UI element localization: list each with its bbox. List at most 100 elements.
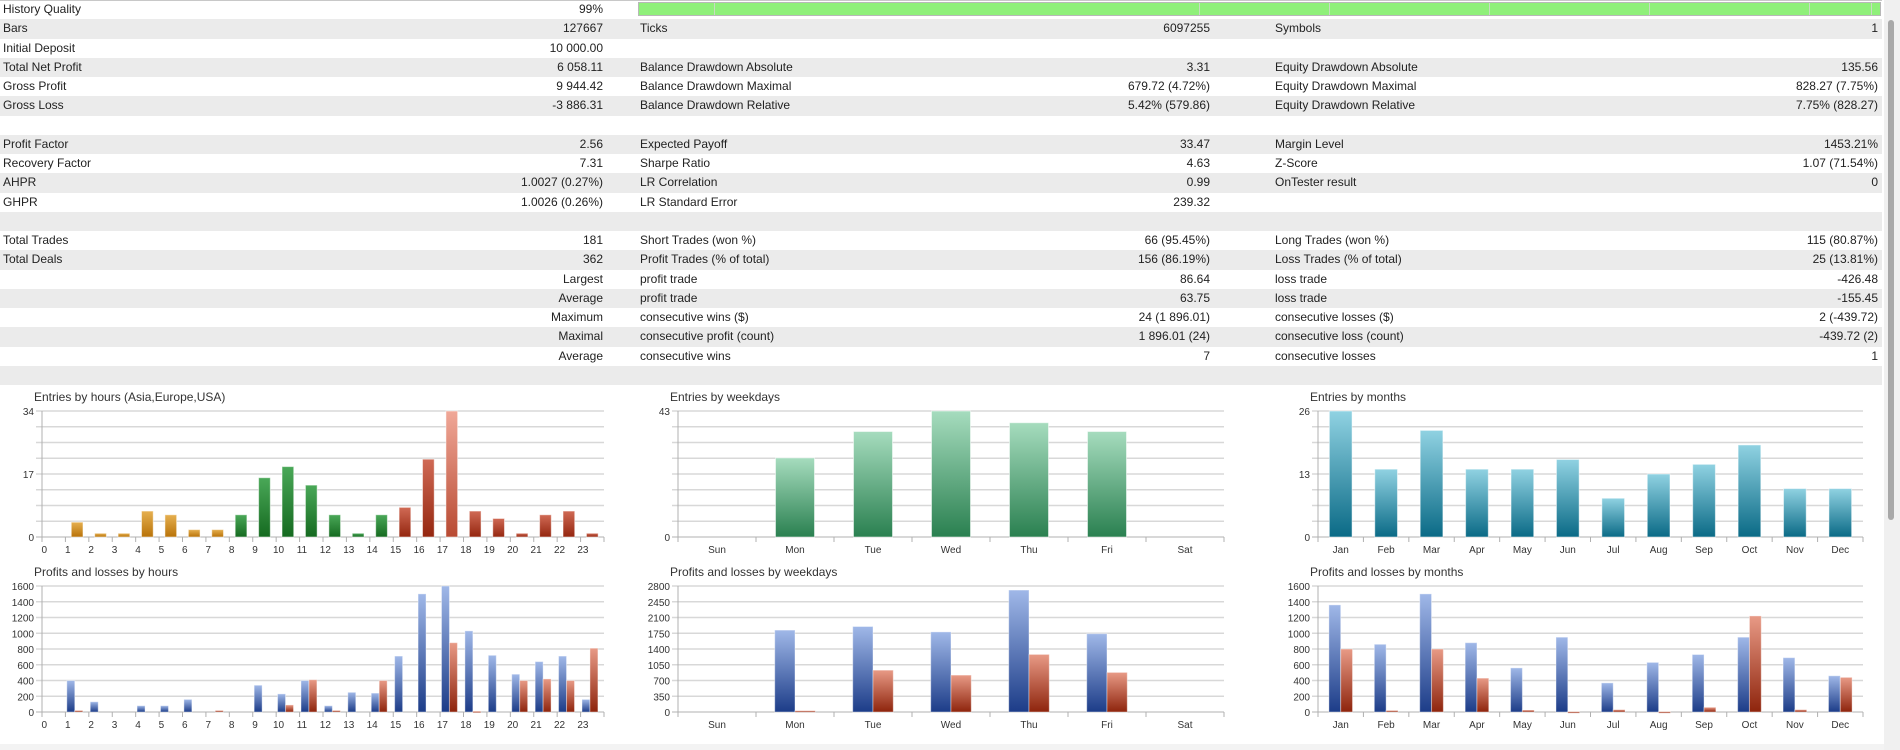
bar-Tue	[853, 431, 893, 538]
x-tick-label: Feb	[1378, 720, 1396, 731]
profit-bar-Fri	[1086, 633, 1108, 713]
report-label: Initial Deposit	[3, 40, 76, 55]
loss-bar-Sep	[1703, 706, 1717, 713]
x-tick-label: Oct	[1742, 545, 1758, 556]
report-value: Average	[558, 348, 603, 363]
report-label: Bars	[3, 21, 28, 36]
x-tick-label: 16	[413, 720, 425, 731]
profits-losses-by-months-chart: Profits and losses by months 0 200 400 600 80…	[1288, 565, 1864, 731]
report-row: GHPR 1.0026 (0.26%) LR Standard Error 239.3…	[0, 193, 1882, 212]
x-tick-label: Sat	[1177, 720, 1192, 731]
scrollbar-thumb[interactable]	[1888, 20, 1894, 520]
profit-bar-21	[534, 661, 544, 713]
profit-bar-Nov	[1782, 657, 1796, 713]
x-tick-label: 8	[229, 720, 235, 731]
bar-Mar	[1419, 429, 1444, 538]
report-row: Initial Deposit 10 000.00	[0, 39, 1882, 58]
profit-bar-11	[300, 680, 310, 713]
report-row: Total Net Profit 6 058.11 Balance Drawdown…	[0, 57, 1882, 77]
profit-bar-23	[581, 698, 591, 713]
x-tick-label: 14	[367, 720, 379, 731]
y-tick-label: 0	[664, 533, 670, 544]
loss-bar-Jun	[1567, 711, 1581, 714]
x-tick-label: Dec	[1831, 720, 1849, 731]
x-tick-label: 13	[343, 545, 355, 556]
x-tick-label: 21	[531, 545, 543, 556]
bar-15	[398, 506, 412, 538]
loss-bar-Thu	[1028, 653, 1050, 713]
x-tick-label: Aug	[1650, 545, 1668, 556]
bar-13	[351, 532, 365, 538]
loss-bar-14	[378, 680, 388, 713]
bar-Mon	[775, 457, 815, 538]
x-tick-label: May	[1513, 545, 1532, 556]
bar-Jan	[1328, 410, 1353, 538]
loss-bar-11	[308, 679, 318, 713]
profit-bar-Jul	[1600, 682, 1614, 713]
profit-bar-12	[323, 705, 333, 713]
loss-bar-23	[589, 647, 599, 713]
report-value: 99%	[578, 2, 603, 16]
report-label: Recovery Factor	[3, 156, 92, 170]
x-tick-label: Fri	[1101, 545, 1113, 556]
report-row: History Quality 99%	[0, 0, 1882, 19]
loss-bar-22	[566, 680, 575, 713]
chart-title: Profits and losses by hours	[34, 565, 178, 579]
report-row: Gross Profit 9 944.42 Balance Drawdown Max…	[0, 77, 1882, 96]
bar-1	[70, 521, 84, 538]
x-tick-label: Mar	[1423, 720, 1441, 731]
profit-bar-10	[277, 693, 287, 713]
report-row: Maximum consecutive wins ($) 24 (1 896.01)…	[0, 308, 1882, 327]
vertical-scrollbar[interactable]	[1884, 0, 1900, 750]
profit-bar-17	[440, 585, 450, 713]
x-tick-label: 1	[65, 720, 71, 731]
x-tick-label: 10	[273, 720, 285, 731]
report-row: Gross Loss -3 886.31 Balance Drawdown Rela…	[0, 96, 1882, 116]
report-row: Average profit trade 63.75 loss trade -155.4…	[0, 288, 1882, 308]
report-row	[0, 211, 1882, 231]
x-tick-label: Nov	[1786, 720, 1804, 731]
x-tick-label: 11	[297, 720, 308, 731]
profit-bar-Oct	[1737, 636, 1750, 713]
x-tick-label: 3	[112, 545, 118, 556]
x-tick-label: Wed	[941, 720, 961, 731]
report-row: Total Trades 181 Short Trades (won %) 66 (9…	[0, 231, 1882, 250]
y-tick-label: 1400	[648, 645, 671, 656]
x-tick-label: Thu	[1020, 545, 1037, 556]
bar-8	[234, 514, 248, 538]
bar-Nov	[1783, 488, 1807, 538]
loss-bar-Wed	[950, 674, 972, 713]
y-tick-label: 43	[659, 407, 671, 418]
y-tick-label: 0	[28, 708, 34, 719]
report-label: Symbols	[1275, 21, 1322, 36]
bar-4	[141, 510, 154, 538]
y-tick-label: 800	[17, 645, 34, 656]
x-tick-label: 13	[343, 720, 355, 731]
x-tick-label: Sun	[708, 720, 726, 731]
loss-bar-Feb	[1385, 709, 1399, 713]
bar-14	[375, 514, 388, 538]
report-label: Gross Loss	[3, 98, 64, 113]
report-label: consecutive losses ($)	[1275, 310, 1394, 324]
report-value: 25 (13.81%)	[1812, 252, 1878, 267]
bar-Aug	[1646, 473, 1671, 538]
report-label: Expected Payoff	[640, 136, 728, 151]
report-label: LR Standard Error	[640, 194, 738, 209]
report-row: AHPR 1.0027 (0.27%) LR Correlation 0.99 OnTe…	[0, 173, 1882, 193]
report-label: Balance Drawdown Absolute	[640, 59, 793, 74]
profit-bar-Aug	[1646, 661, 1660, 713]
loss-bar-18	[472, 710, 482, 714]
report-label: Equity Drawdown Maximal	[1275, 79, 1417, 93]
loss-bar-May	[1521, 709, 1535, 713]
x-tick-label: Aug	[1650, 720, 1668, 731]
x-tick-label: 22	[554, 545, 566, 556]
report-label: LR Correlation	[640, 175, 718, 190]
report-label: Gross Profit	[3, 79, 67, 93]
report-label: consecutive losses	[1275, 348, 1376, 363]
y-tick-label: 200	[17, 692, 34, 703]
x-tick-label: Nov	[1786, 545, 1804, 556]
report-label: Profit Trades (% of total)	[640, 252, 770, 267]
bar-5	[164, 514, 178, 538]
chart-title: Profits and losses by weekdays	[670, 565, 837, 579]
report-value: 3.31	[1186, 59, 1210, 74]
